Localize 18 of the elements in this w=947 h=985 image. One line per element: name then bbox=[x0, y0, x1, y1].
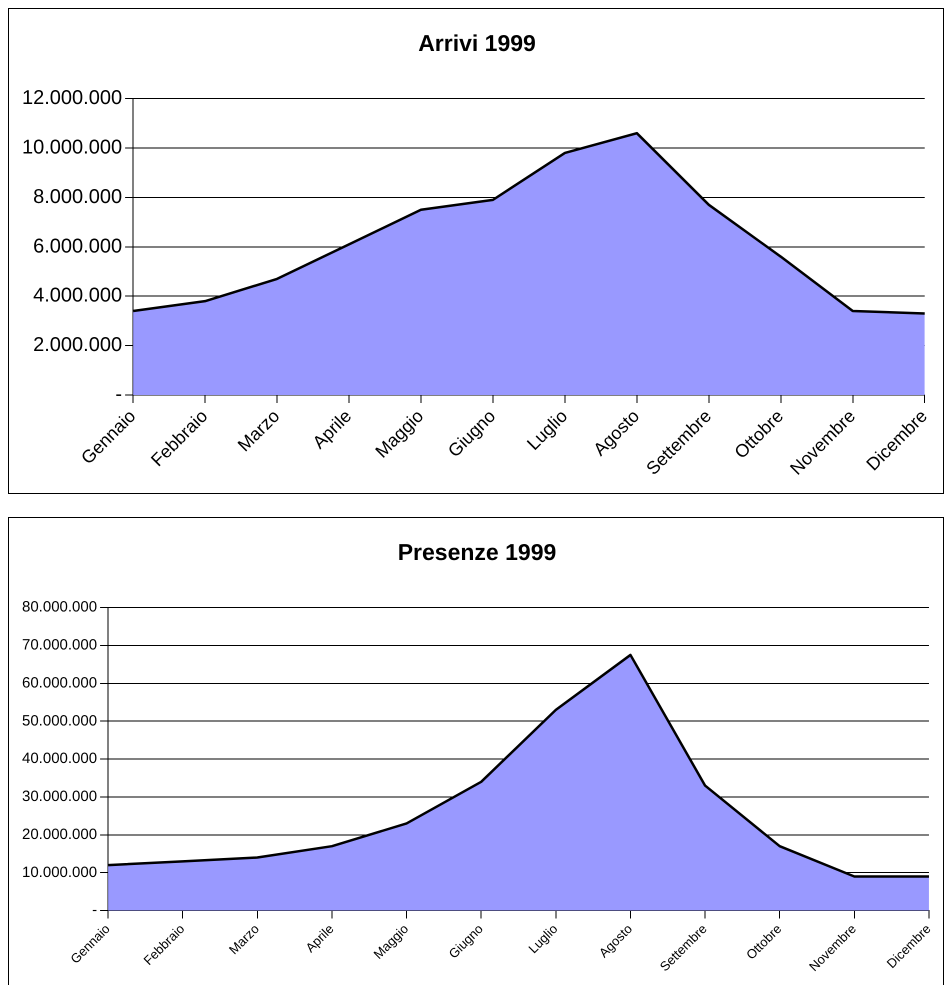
chart-title: Presenze 1999 bbox=[398, 539, 556, 566]
y-tick-label: 80.000.000 bbox=[22, 598, 98, 616]
y-tick-label: 60.000.000 bbox=[22, 674, 98, 692]
y-tick-label: 6.000.000 bbox=[33, 235, 122, 258]
y-tick-label: - bbox=[92, 902, 98, 919]
y-tick-label: 10.000.000 bbox=[22, 864, 98, 881]
y-tick-label: - bbox=[115, 384, 122, 406]
y-tick-label: 20.000.000 bbox=[22, 826, 98, 843]
y-tick-label: 12.000.000 bbox=[22, 87, 122, 110]
y-tick-label: 4.000.000 bbox=[33, 284, 122, 307]
chart-title: Arrivi 1999 bbox=[418, 30, 536, 56]
y-tick-label: 30.000.000 bbox=[22, 788, 98, 806]
y-tick-label: 50.000.000 bbox=[22, 712, 98, 730]
y-tick-label: 40.000.000 bbox=[22, 750, 98, 768]
y-tick-label: 2.000.000 bbox=[33, 334, 122, 356]
y-tick-label: 70.000.000 bbox=[22, 636, 98, 654]
y-tick-label: 10.000.000 bbox=[22, 136, 122, 159]
y-tick-label: 8.000.000 bbox=[33, 186, 122, 208]
